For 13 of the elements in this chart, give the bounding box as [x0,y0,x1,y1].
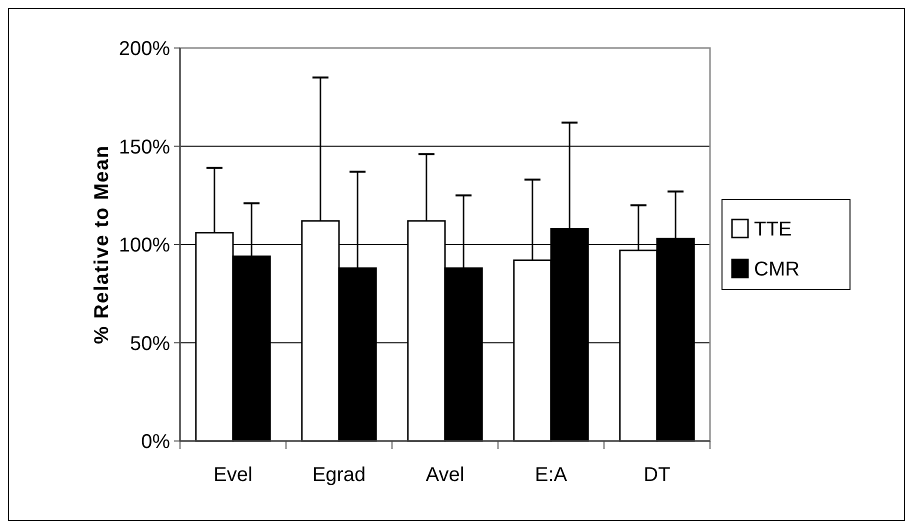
legend-label: CMR [754,258,800,280]
x-tick-label: DT [644,464,670,486]
y-tick-label: 50% [130,332,170,355]
x-tick-label: Avel [426,464,464,486]
legend-label: TTE [754,218,792,240]
y-tick-label: 200% [118,38,170,60]
y-tick-label: 0% [141,431,170,453]
x-tick-label: Egrad [312,464,366,486]
y-axis-title: % Relative to Mean [91,144,113,344]
y-tick-label: 100% [118,234,170,256]
x-tick-label: E:A [534,464,568,486]
x-tick-label: Evel [214,464,252,486]
y-tick-label: 150% [118,136,170,158]
